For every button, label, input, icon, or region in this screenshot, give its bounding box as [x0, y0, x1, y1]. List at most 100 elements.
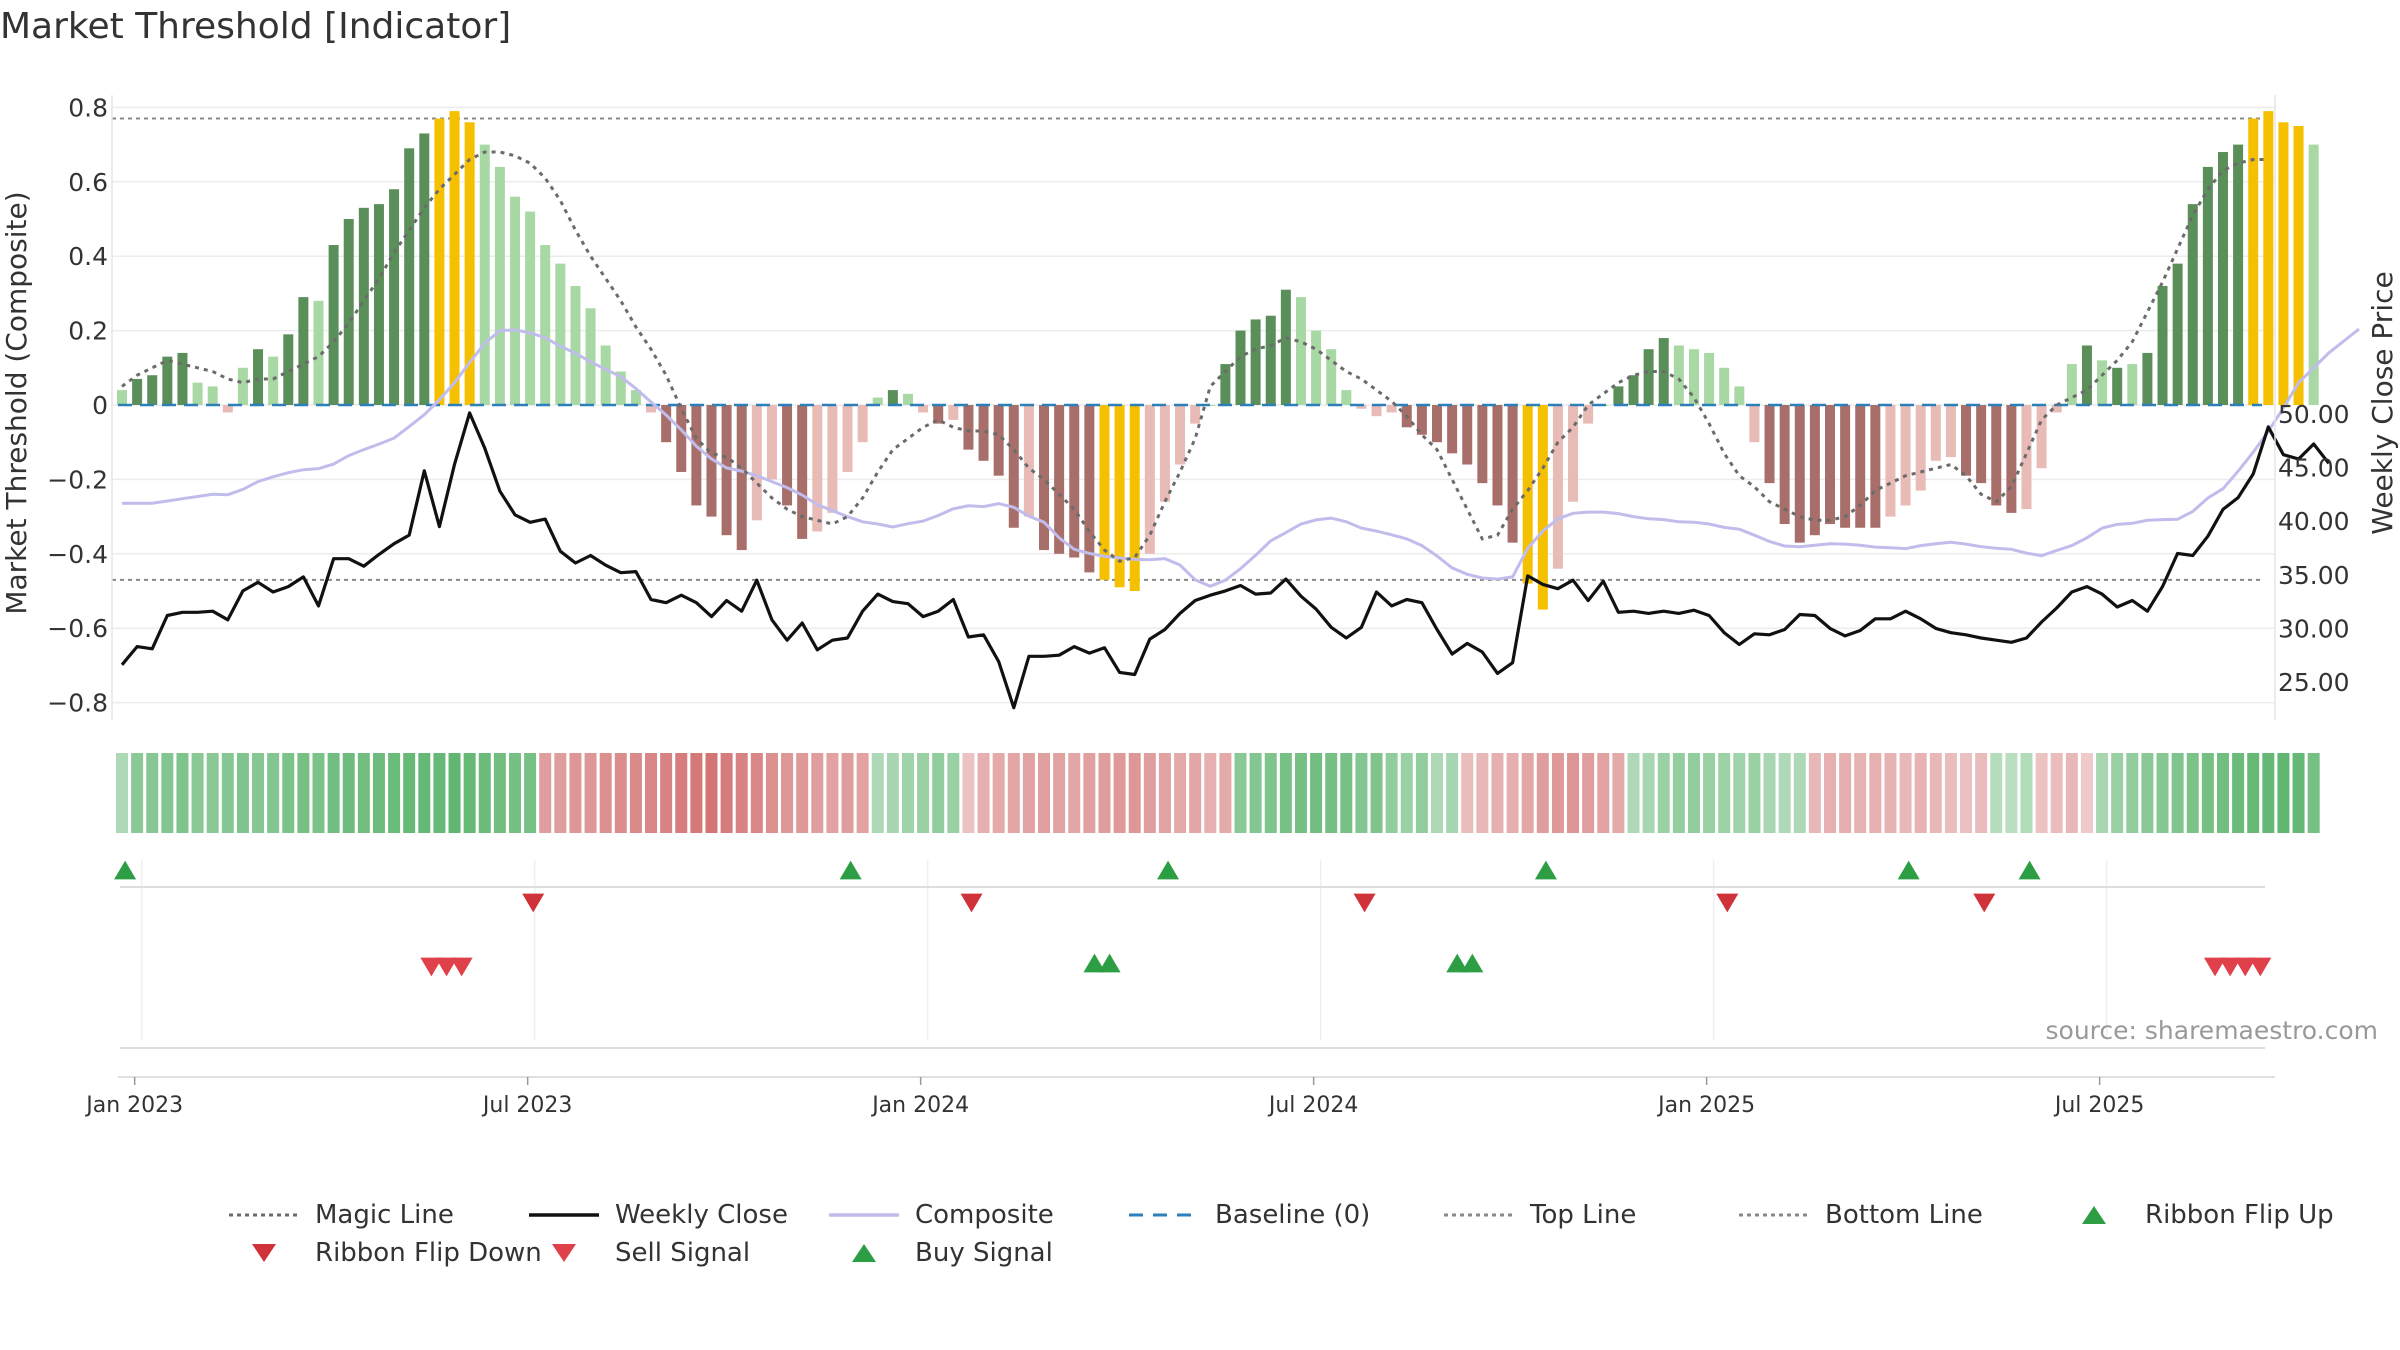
histogram-bar [1961, 405, 1972, 476]
triangle-down-icon [552, 1244, 576, 1262]
x-tick-label: Jul 2024 [1267, 1093, 1359, 1118]
ribbon-cell [508, 753, 521, 833]
y-tick-label-left: 0 [92, 391, 108, 420]
signal-rows [114, 860, 2272, 1049]
ribbon-cell [252, 753, 265, 833]
histogram-bar [555, 263, 566, 405]
histogram-bar [1159, 405, 1170, 502]
histogram-bar [298, 297, 309, 405]
ribbon-cell [418, 753, 431, 833]
solid-line-icon [829, 1213, 899, 1217]
legend-item-composite: Composite [825, 1200, 1054, 1230]
ribbon-cell [1597, 753, 1610, 833]
source-note: source: sharemaestro.com [2046, 1016, 2379, 1045]
ribbon-cell [2277, 753, 2290, 833]
ribbon-cell [1038, 753, 1051, 833]
sell-signal-marker [450, 957, 473, 977]
legend-item-close: Weekly Close [525, 1200, 788, 1230]
legend-item-buy: Buy Signal [825, 1238, 1053, 1268]
ribbon-cell [221, 753, 234, 833]
x-tick-label: Jul 2025 [2053, 1093, 2145, 1118]
ribbon-cell [2307, 753, 2320, 833]
histogram-bar [2187, 204, 2198, 405]
ribbon-cell [584, 753, 597, 833]
ribbon-cell [1506, 753, 1519, 833]
ribbon-cell [932, 753, 945, 833]
ribbon-cell [705, 753, 718, 833]
histogram-bar [117, 390, 127, 405]
ribbon-cell [690, 753, 703, 833]
ribbon-flip-down-marker [1973, 893, 1996, 913]
x-tick-label: Jan 2025 [1656, 1093, 1755, 1118]
histogram-bar [1386, 405, 1397, 413]
histogram-bar [1069, 405, 1080, 558]
histogram-bar [1840, 405, 1851, 528]
ribbon-cell [1763, 753, 1776, 833]
ribbon-flip-up-marker [1897, 860, 1920, 880]
histogram-bar [751, 405, 762, 521]
ribbon-cell [2247, 753, 2260, 833]
ribbon-cell [2080, 753, 2093, 833]
band-lines [112, 117, 2262, 581]
histogram-bar [646, 405, 657, 413]
histogram-bar [1023, 405, 1034, 517]
ribbon-cell [116, 753, 128, 833]
histogram-bar [1250, 319, 1261, 405]
ribbon-cell [1415, 753, 1428, 833]
sell-signal-marker [2234, 957, 2257, 977]
histogram-bar [2051, 405, 2062, 413]
ribbon-cell [372, 753, 385, 833]
histogram-bar [2308, 144, 2319, 405]
sell-signal-marker [2219, 957, 2242, 977]
y-tick-label-right: 35.00 [2278, 561, 2350, 590]
ribbon-cell [1748, 753, 1761, 833]
histogram-bar [676, 405, 687, 472]
histogram-bar [1432, 405, 1443, 443]
ribbon-cell [2065, 753, 2078, 833]
ribbon-cell [2156, 753, 2169, 833]
histogram-bar [2006, 405, 2017, 513]
ribbon-cell [327, 753, 340, 833]
histogram-bar [1583, 405, 1594, 424]
histogram-bar [1613, 386, 1624, 405]
legend-label: Top Line [1530, 1200, 1637, 1230]
histogram-bar [963, 405, 974, 450]
histogram-bar [389, 189, 400, 405]
ribbon-cell [267, 753, 280, 833]
ribbon-cell [161, 753, 174, 833]
ribbon-cell [1158, 753, 1171, 833]
histogram-bar [177, 352, 188, 405]
ribbon-cell [236, 753, 249, 833]
ribbon-cell [1657, 753, 1670, 833]
ribbon-cell [524, 753, 537, 833]
ribbon-cell [977, 753, 990, 833]
histogram-bar [2278, 122, 2289, 405]
ribbon-cell [2262, 753, 2275, 833]
legend-label: Ribbon Flip Up [2145, 1200, 2334, 1230]
histogram-bar [948, 405, 959, 420]
y-axis-label-left: Market Threshold (Composite) [0, 191, 33, 614]
ribbon-cell [176, 753, 189, 833]
ribbon-cell [297, 753, 310, 833]
weekly-close-line [120, 411, 2331, 710]
ribbon-strip [116, 753, 2320, 833]
legend-label: Magic Line [315, 1200, 454, 1230]
ribbon-cell [554, 753, 567, 833]
ribbon-cell [947, 753, 960, 833]
ribbon-cell [1431, 753, 1444, 833]
ribbon-cell [1687, 753, 1700, 833]
ribbon-flip-up-marker [839, 860, 862, 880]
ribbon-cell [1340, 753, 1353, 833]
ribbon-cell [478, 753, 491, 833]
ribbon-cell [841, 753, 854, 833]
histogram-bar [283, 334, 294, 405]
ribbon-cell [1778, 753, 1791, 833]
histogram-bar [1114, 405, 1125, 588]
legend-label: Baseline (0) [1215, 1200, 1371, 1230]
histogram-bar [1552, 405, 1563, 569]
ribbon-cell [2126, 753, 2139, 833]
ribbon-cell [1189, 753, 1202, 833]
y-tick-label-left: 0.8 [68, 93, 108, 122]
triangle-down-icon [252, 1244, 276, 1262]
ribbon-flip-down-marker [522, 893, 545, 913]
